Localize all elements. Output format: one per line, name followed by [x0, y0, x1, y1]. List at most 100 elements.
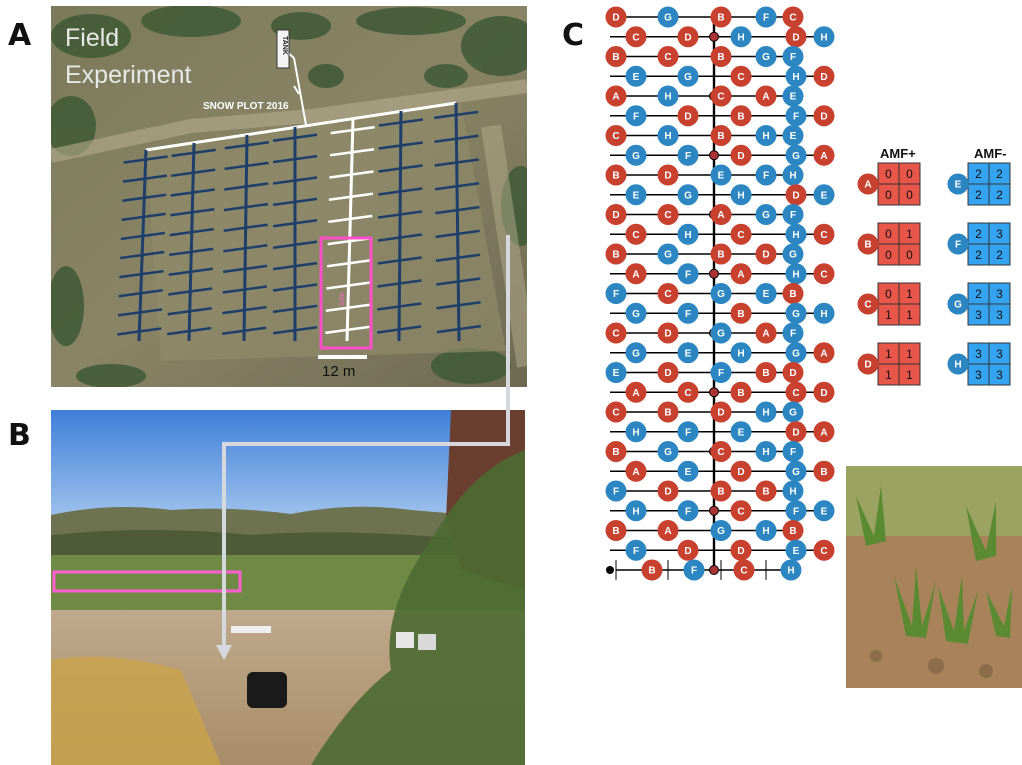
plant-position-label: G [792, 151, 800, 162]
plant-position-circle [605, 243, 627, 265]
plant-position-label: A [632, 388, 639, 399]
plant-position-label: B [737, 309, 744, 320]
plant-position-label: E [763, 289, 770, 300]
plant-position-circle [730, 26, 752, 48]
plant-position-circle [813, 460, 835, 482]
tank-icon: TANK [276, 29, 290, 69]
plant-position-label: F [613, 487, 619, 498]
plant-position-label: D [684, 546, 691, 557]
plant-position-label: B [762, 487, 769, 498]
legend-cell-value: 0 [906, 167, 913, 181]
legend-key-circle [947, 353, 969, 375]
planting-design-diagram: D G B F CC D H D HB C B G FE G C H DA H C A EF D B F DC H B H EG F D G A… [605, 6, 1011, 581]
legend-cell-value: 0 [885, 167, 892, 181]
plant-position-label: F [685, 309, 691, 320]
panel-letter-c: C [562, 18, 585, 53]
plant-position-circle [785, 65, 807, 87]
plant-position-circle [657, 164, 679, 186]
legend-cell-value: 1 [906, 308, 913, 322]
plant-position-label: G [664, 447, 672, 458]
plant-position-circle [755, 243, 777, 265]
plant-position-label: D [820, 388, 827, 399]
plant-position-label: G [664, 250, 672, 261]
plant-position-label: C [737, 230, 744, 241]
plant-position-circle [782, 401, 804, 423]
junction-dot [709, 150, 719, 161]
plant-position-label: A [612, 92, 619, 103]
plant-position-circle [755, 204, 777, 225]
plant-position-label: D [820, 111, 827, 122]
plant-position-circle [710, 125, 732, 146]
plant-position-label: B [648, 566, 655, 577]
plant-position-circle [813, 421, 835, 443]
legend-cell-value: 2 [996, 248, 1003, 262]
plant-position-label: D [612, 13, 619, 24]
plant-position-label: H [789, 171, 796, 182]
plant-position-circle [813, 302, 835, 324]
plant-position-label: E [718, 171, 725, 182]
plant-position-circle [730, 381, 752, 403]
plant-position-label: D [762, 250, 769, 261]
plant-position-circle [785, 144, 807, 166]
plant-position-circle [813, 26, 835, 48]
plant-position-circle [730, 144, 752, 166]
plant-position-label: G [789, 250, 797, 261]
start-dot [606, 566, 614, 574]
plant-position-label: B [762, 368, 769, 379]
plant-position-circle [755, 322, 777, 344]
plant-position-circle [657, 480, 679, 502]
field-title-line2: Experiment [65, 61, 191, 89]
plant-position-label: F [718, 368, 724, 379]
plant-position-label: B [612, 526, 619, 537]
panel-letter-a: A [8, 18, 32, 53]
field-title-line1: Field [65, 24, 119, 52]
plant-position-circle [785, 184, 807, 206]
plant-position-circle [730, 500, 752, 522]
plant-position-label: D [792, 32, 799, 43]
legend-key-circle [947, 233, 969, 255]
legend-cell-value: 2 [975, 287, 982, 301]
plant-position-label: H [632, 427, 639, 438]
plant-position-label: D [612, 210, 619, 221]
plant-position-circle [677, 342, 699, 364]
plant-position-circle [782, 283, 804, 304]
plant-position-label: D [664, 329, 671, 340]
legend-cell-value: 1 [906, 347, 913, 361]
plant-position-label: H [664, 92, 671, 103]
plant-position-label: E [790, 92, 797, 103]
plant-position-label: B [717, 250, 724, 261]
plant-position-circle [813, 184, 835, 206]
plant-position-label: H [684, 230, 691, 241]
plant-position-circle [625, 539, 647, 561]
plant-position-label: B [717, 487, 724, 498]
plant-position-label: D [737, 151, 744, 162]
plant-position-circle [677, 381, 699, 403]
plant-position-label: C [820, 546, 827, 557]
plant-position-label: H [762, 526, 769, 537]
plant-position-label: D [789, 368, 796, 379]
plant-position-circle [657, 520, 679, 541]
plant-position-label: H [820, 309, 827, 320]
plant-position-label: F [790, 52, 796, 63]
plant-position-circle [813, 144, 835, 166]
plant-position-circle [605, 520, 627, 541]
plant-position-label: D [684, 32, 691, 43]
plant-position-label: F [685, 506, 691, 517]
plant-position-circle [677, 65, 699, 87]
legend-cell-value: 1 [906, 287, 913, 301]
plant-position-label: E [790, 131, 797, 142]
plant-position-circle [730, 421, 752, 443]
plant-position-label: D [664, 368, 671, 379]
plant-photo [846, 466, 1022, 688]
plant-position-circle [677, 500, 699, 522]
plant-position-circle [730, 539, 752, 561]
plant-position-circle [625, 500, 647, 522]
plant-position-circle [641, 559, 663, 581]
plant-position-circle [785, 302, 807, 324]
dry-grass [51, 656, 221, 765]
plant-position-circle [677, 144, 699, 166]
plant-position-label: F [763, 171, 769, 182]
plant-position-label: G [717, 289, 725, 300]
legend-cell-value: 3 [996, 347, 1003, 361]
plant-position-circle [730, 342, 752, 364]
